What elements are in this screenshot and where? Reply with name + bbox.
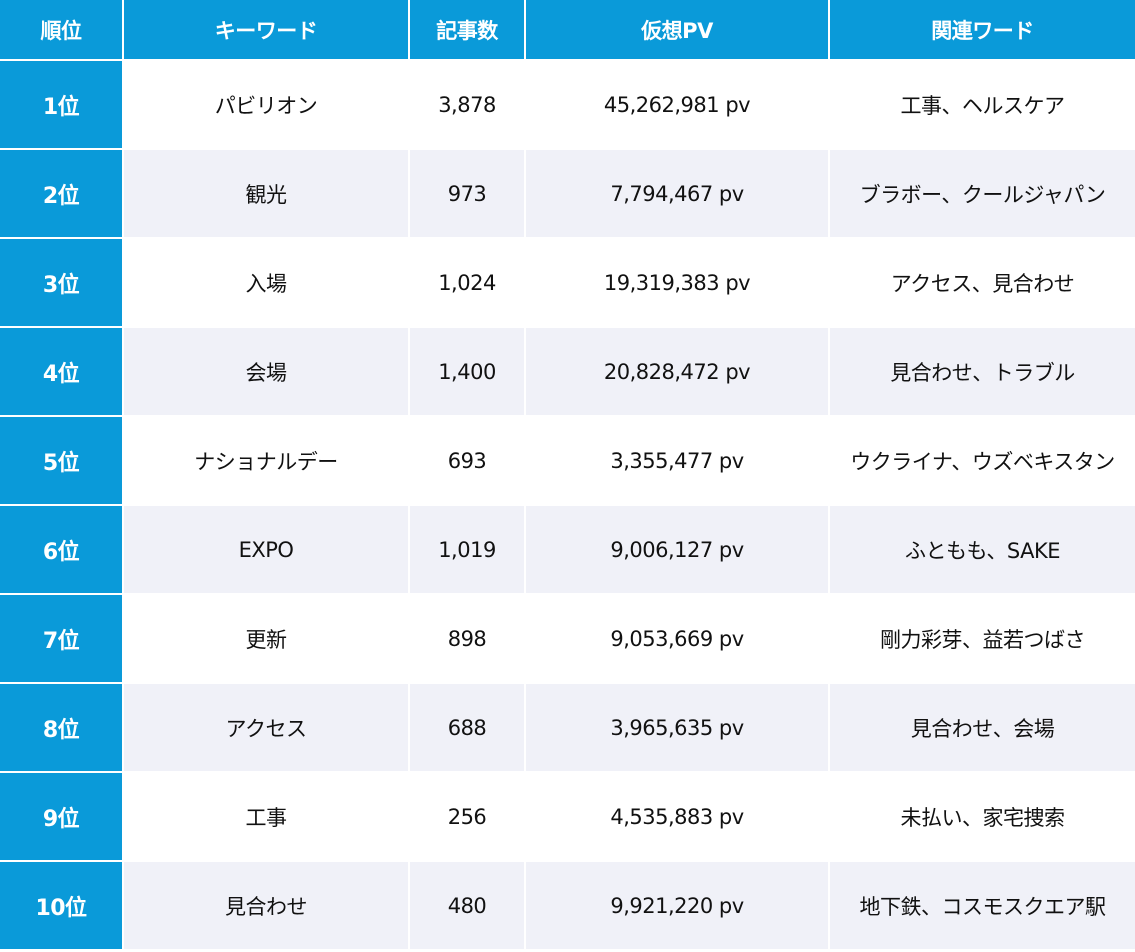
- virtual-pv-cell: 4,535,883 pv: [526, 773, 830, 862]
- virtual-pv-cell: 19,319,383 pv: [526, 239, 830, 328]
- header-virtual-pv: 仮想PV: [526, 0, 830, 61]
- related-words-cell: ブラボー、クールジャパン: [830, 150, 1135, 239]
- virtual-pv-cell: 7,794,467 pv: [526, 150, 830, 239]
- rank-cell: 4位: [0, 328, 124, 417]
- rank-cell: 8位: [0, 684, 124, 773]
- rank-cell: 2位: [0, 150, 124, 239]
- keyword-cell: 工事: [124, 773, 410, 862]
- rank-cell: 6位: [0, 506, 124, 595]
- related-words-cell: 見合わせ、会場: [830, 684, 1135, 773]
- rank-cell: 7位: [0, 595, 124, 684]
- keyword-cell: 観光: [124, 150, 410, 239]
- keyword-cell: パビリオン: [124, 61, 410, 150]
- article-count-cell: 3,878: [410, 61, 526, 150]
- virtual-pv-cell: 20,828,472 pv: [526, 328, 830, 417]
- related-words-cell: ふともも、SAKE: [830, 506, 1135, 595]
- header-keyword: キーワード: [124, 0, 410, 61]
- article-count-cell: 1,024: [410, 239, 526, 328]
- header-rank: 順位: [0, 0, 124, 61]
- related-words-cell: アクセス、見合わせ: [830, 239, 1135, 328]
- keyword-cell: EXPO: [124, 506, 410, 595]
- related-words-cell: 剛力彩芽、益若つばさ: [830, 595, 1135, 684]
- related-words-cell: ウクライナ、ウズベキスタン: [830, 417, 1135, 506]
- article-count-cell: 1,400: [410, 328, 526, 417]
- rank-cell: 5位: [0, 417, 124, 506]
- article-count-cell: 480: [410, 862, 526, 951]
- related-words-cell: 工事、ヘルスケア: [830, 61, 1135, 150]
- keyword-cell: 見合わせ: [124, 862, 410, 951]
- keyword-cell: アクセス: [124, 684, 410, 773]
- rank-cell: 9位: [0, 773, 124, 862]
- rank-cell: 3位: [0, 239, 124, 328]
- related-words-cell: 未払い、家宅捜索: [830, 773, 1135, 862]
- virtual-pv-cell: 9,921,220 pv: [526, 862, 830, 951]
- keyword-cell: 更新: [124, 595, 410, 684]
- keyword-cell: ナショナルデー: [124, 417, 410, 506]
- keyword-cell: 会場: [124, 328, 410, 417]
- virtual-pv-cell: 9,053,669 pv: [526, 595, 830, 684]
- article-count-cell: 1,019: [410, 506, 526, 595]
- keyword-cell: 入場: [124, 239, 410, 328]
- article-count-cell: 688: [410, 684, 526, 773]
- rank-cell: 10位: [0, 862, 124, 951]
- virtual-pv-cell: 45,262,981 pv: [526, 61, 830, 150]
- virtual-pv-cell: 3,965,635 pv: [526, 684, 830, 773]
- related-words-cell: 見合わせ、トラブル: [830, 328, 1135, 417]
- article-count-cell: 973: [410, 150, 526, 239]
- virtual-pv-cell: 9,006,127 pv: [526, 506, 830, 595]
- article-count-cell: 898: [410, 595, 526, 684]
- article-count-cell: 693: [410, 417, 526, 506]
- virtual-pv-cell: 3,355,477 pv: [526, 417, 830, 506]
- related-words-cell: 地下鉄、コスモスクエア駅: [830, 862, 1135, 951]
- header-related-words: 関連ワード: [830, 0, 1135, 61]
- article-count-cell: 256: [410, 773, 526, 862]
- rank-cell: 1位: [0, 61, 124, 150]
- header-article-count: 記事数: [410, 0, 526, 61]
